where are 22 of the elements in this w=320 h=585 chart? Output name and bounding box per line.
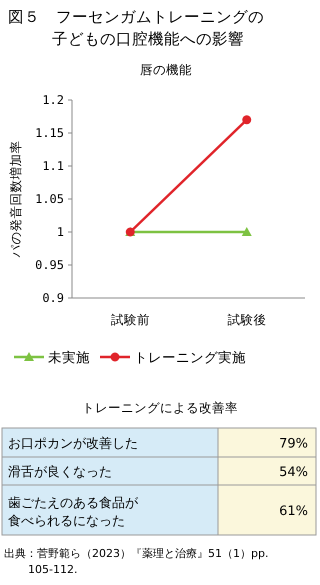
chart-title: 図５ フーセンガムトレーニングの子どもの口腔機能への影響	[8, 8, 264, 48]
category-label: お口ポカンが改善した	[8, 436, 138, 452]
chart-subtitle: 唇の機能	[140, 62, 192, 77]
category-label: 滑舌が良くなった	[8, 465, 112, 480]
y-tick-label: 1.15	[35, 126, 64, 140]
y-tick-label: 1.2	[42, 93, 64, 107]
legend-label: 未実施	[48, 350, 90, 366]
category-label: 歯ごたえのある食品が食べられるになった	[8, 496, 139, 529]
text: 79%	[279, 436, 308, 452]
y-axis-title: パの発音回数増加率	[8, 140, 23, 258]
text: 54%	[279, 465, 308, 480]
y-tick-label: 0.95	[35, 258, 64, 272]
y-tick-label: 0.9	[42, 291, 64, 305]
text: 61%	[279, 504, 308, 519]
source-note: 出典：菅野範ら（2023）『薬理と治療』51（1）pp. 105-112.	[4, 547, 268, 576]
text: トレーニングによる改善率	[82, 400, 238, 415]
y-tick-label: 1.05	[35, 192, 64, 206]
y-tick-label: 1	[56, 225, 64, 239]
x-tick-label: 試験後	[227, 312, 266, 327]
y-tick-label: 1.1	[42, 159, 64, 173]
legend-label: トレーニング実施	[134, 350, 246, 366]
x-tick-label: 試験前	[110, 312, 150, 327]
